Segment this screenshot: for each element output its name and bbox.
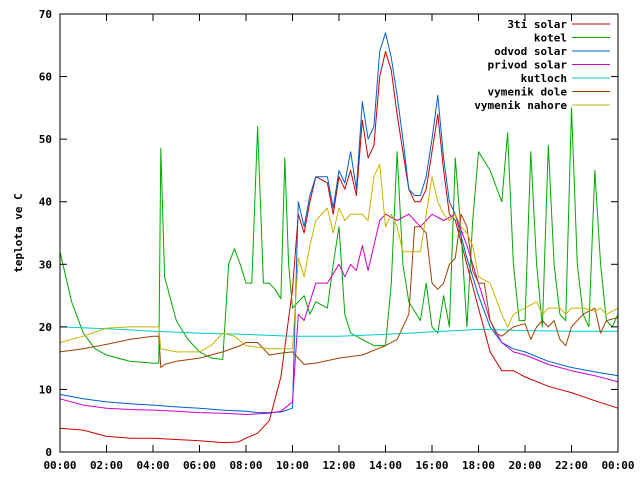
legend-label: 3ti solar [507,18,567,31]
x-tick-label: 04:00 [136,459,169,472]
legend-label: vymenik nahore [474,99,567,112]
x-tick-label: 22:00 [555,459,588,472]
y-tick-label: 70 [39,8,52,21]
series-layer [59,32,619,444]
y-tick-label: 40 [39,196,52,209]
series-line-vymenik-nahore [59,163,619,353]
y-tick-label: 50 [39,133,52,146]
series-line-3ti-solar [59,51,619,444]
x-tick-label: 20:00 [508,459,541,472]
x-tick-label: 16:00 [415,459,448,472]
series-line-privod-solar [59,213,619,415]
y-tick-label: 0 [45,446,52,459]
legend-label: vymenik dole [488,86,568,99]
series-line-kutloch [59,326,618,337]
series-line-kotel [59,107,619,364]
x-tick-label: 02:00 [90,459,123,472]
y-tick-label: 10 [39,383,52,396]
y-axis-title: teplota ve C [12,193,25,272]
legend-label: kotel [534,32,567,45]
axis-layer: 0 10 20 30 40 50 60 70 00:00 02:00 04:00 06:00 08:00… [39,8,635,472]
x-tick-label: 08:00 [229,459,262,472]
x-tick-label: 00:00 [43,459,76,472]
legend-label: privod solar [488,59,568,72]
x-tick-label: 12:00 [322,459,355,472]
x-tick-label: 14:00 [369,459,402,472]
legend-label: odvod solar [494,45,567,58]
series-line-vymenik-dole [59,213,619,368]
y-tick-label: 20 [39,321,52,334]
x-tick-label: 06:00 [183,459,216,472]
x-tick-label: 00:00 [601,459,634,472]
y-tick-label: 30 [39,258,52,271]
series-line-odvod-solar [59,32,619,414]
x-tick-label: 18:00 [462,459,495,472]
legend-label: kutloch [521,72,567,85]
y-tick-label: 60 [39,71,52,84]
x-tick-label: 10:00 [276,459,309,472]
